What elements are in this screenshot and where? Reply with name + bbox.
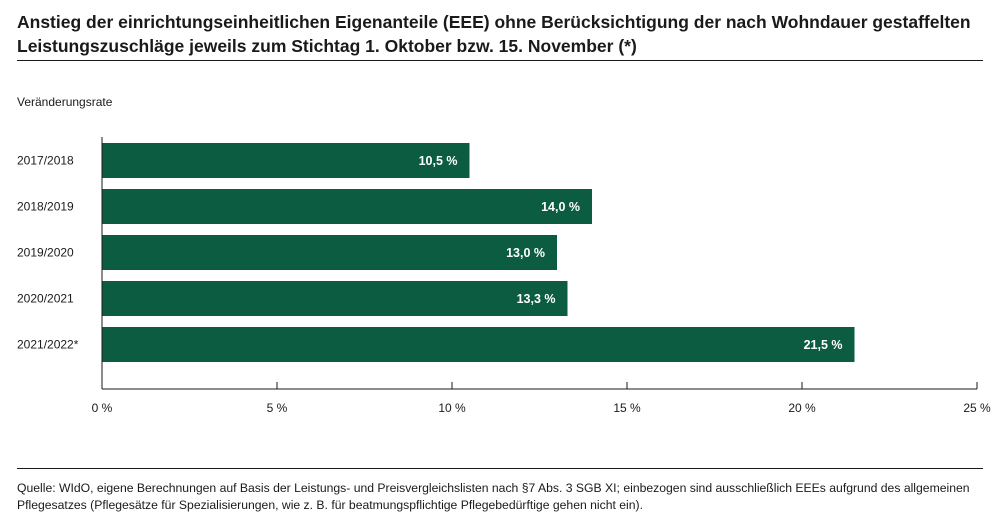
data-label: 10,5 % — [419, 154, 458, 168]
title-divider — [17, 60, 983, 61]
category-label: 2021/2022* — [17, 338, 79, 352]
x-tick-label: 0 % — [92, 401, 113, 415]
x-tick-label: 15 % — [613, 401, 641, 415]
bar — [102, 189, 592, 224]
category-label: 2019/2020 — [17, 246, 74, 260]
data-label: 13,3 % — [517, 292, 556, 306]
data-label: 14,0 % — [541, 200, 580, 214]
data-label: 21,5 % — [804, 338, 843, 352]
data-label: 13,0 % — [506, 246, 545, 260]
bar-chart: Veränderungsrate 2017/2018 2018/2019 2019/… — [17, 95, 991, 415]
bar — [102, 235, 557, 270]
x-tick-label: 25 % — [963, 401, 991, 415]
bar — [102, 281, 568, 316]
source-note: Quelle: WIdO, eigene Berechnungen auf Ba… — [17, 481, 970, 512]
chart-title: Anstieg der einrichtungseinheitlichen Ei… — [17, 12, 971, 56]
bar — [102, 327, 855, 362]
category-label: 2020/2021 — [17, 292, 74, 306]
y-axis-label: Veränderungsrate — [17, 95, 113, 109]
x-tick-label: 10 % — [438, 401, 466, 415]
category-label: 2017/2018 — [17, 154, 74, 168]
source-divider — [17, 468, 983, 469]
category-label: 2018/2019 — [17, 200, 74, 214]
x-tick-label: 5 % — [267, 401, 288, 415]
x-tick-label: 20 % — [788, 401, 816, 415]
bar — [102, 143, 470, 178]
